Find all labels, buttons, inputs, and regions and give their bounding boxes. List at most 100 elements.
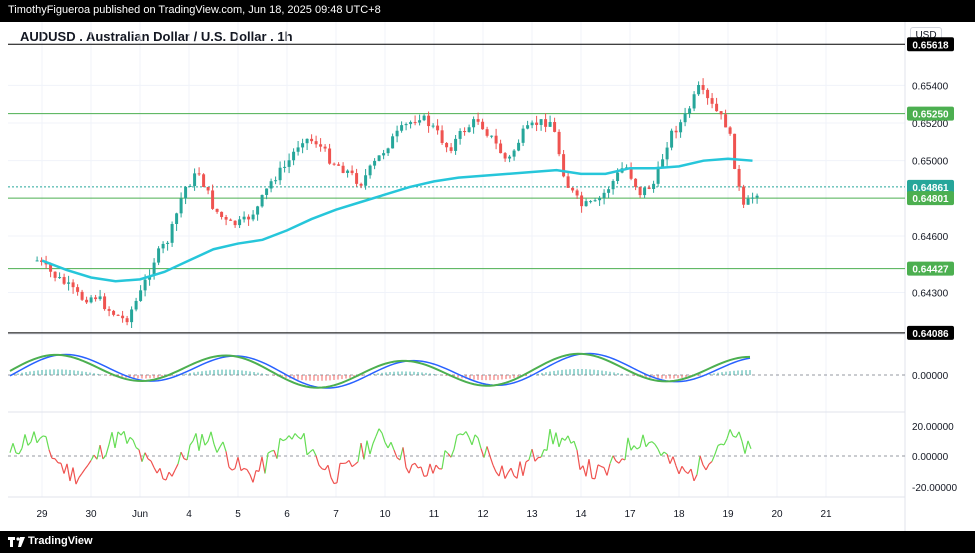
momentum-line-segment [165,471,170,481]
candle-body [670,130,674,148]
candle-body [350,170,354,174]
momentum-line-segment [9,443,14,453]
candle-body [449,147,453,151]
momentum-line-segment [450,449,455,458]
candle-body [152,262,156,276]
oscillator-axis-label: -20.00000 [912,483,957,494]
candle-body [292,151,296,161]
momentum-line-segment [693,474,698,482]
momentum-line-segment [444,450,449,454]
candle-body [409,122,413,125]
momentum-line-segment [135,446,140,451]
momentum-line-segment [615,460,620,464]
price-axis-label: 0.64600 [912,232,949,243]
momentum-line-segment [516,461,521,479]
momentum-line-segment [261,456,266,474]
candle-body [737,168,741,187]
candle-body [575,190,579,196]
momentum-line-segment [531,448,536,462]
momentum-line-segment [564,435,569,441]
momentum-line-segment [657,448,662,456]
candle-body [71,282,75,288]
candle-body [683,113,687,123]
candle-body [85,299,89,303]
momentum-line-segment [720,443,725,446]
candle-body [652,183,656,189]
momentum-line-segment [222,441,227,452]
momentum-line-segment [360,442,365,460]
candle-body [328,148,332,164]
candle-body [580,195,584,207]
momentum-line-segment [588,459,593,479]
momentum-line-segment [327,465,332,478]
momentum-line-segment [708,460,713,465]
publisher-text: TimothyFigueroa published on TradingView… [8,4,381,16]
momentum-line-segment [645,442,650,448]
candle-body [112,310,116,315]
momentum-line-segment [192,433,197,442]
momentum-line-segment [738,431,743,442]
momentum-line-segment [267,450,272,454]
candle-body [499,143,503,154]
candle-body [634,178,638,187]
candle-body [305,138,309,144]
momentum-line-segment [21,434,26,449]
momentum-line-segment [243,467,248,471]
candle-body [377,155,381,161]
momentum-line-segment [324,464,329,471]
candle-body [562,154,566,177]
momentum-line-segment [414,462,419,469]
candle-body [49,264,53,272]
momentum-line-segment [213,443,218,453]
momentum-line-segment [387,441,392,449]
momentum-line-segment [549,428,554,445]
momentum-line-segment [123,431,128,444]
candle-body [382,153,386,156]
candle-body [368,165,372,176]
candle-body [539,119,543,125]
candle-body [323,146,327,149]
time-axis-label: 21 [820,509,832,520]
momentum-line-segment [726,429,731,439]
momentum-line-segment [282,438,287,442]
momentum-line-segment [402,447,407,468]
momentum-line-segment [309,448,314,453]
momentum-line-segment [540,449,545,458]
price-chart[interactable]: 0.65400 0.65200 0.65000 0.64600 0.64300 0.000… [0,22,975,531]
momentum-line-segment [705,463,710,471]
momentum-line-segment [714,445,719,455]
momentum-line-segment [78,472,83,478]
momentum-line-segment [177,452,182,465]
momentum-line-segment [558,437,563,448]
candle-body [530,122,534,126]
momentum-line-segment [156,467,161,474]
candle-body [283,166,287,168]
candle-body [566,176,570,188]
momentum-line-segment [114,431,119,449]
momentum-line-segment [186,445,191,461]
momentum-line-segment [552,432,557,445]
momentum-line-segment [216,446,221,453]
momentum-line-segment [390,442,395,451]
time-axis-label: 10 [379,509,391,520]
candle-body [751,197,755,199]
candle-body [287,160,291,167]
momentum-line-segment [198,434,203,451]
momentum-line-segment [132,439,137,448]
candle-body [125,318,129,323]
candle-body [76,287,80,292]
time-axis-label: 13 [526,509,538,520]
momentum-line-segment [522,461,527,476]
candle-body [269,181,273,189]
time-axis: 29 30 Jun 4 5 6 7 10 11 12 13 14 17 18 19 20 21 [36,509,832,520]
momentum-line-segment [258,456,263,472]
momentum-line-segment [189,440,194,446]
momentum-line-segment [90,454,95,461]
momentum-line-segment [159,468,164,480]
candle-body [715,103,719,112]
momentum-line-segment [642,434,647,447]
momentum-line-segment [624,437,629,461]
candle-body [98,296,102,300]
momentum-line-segment [297,436,302,440]
candle-body [364,175,368,186]
